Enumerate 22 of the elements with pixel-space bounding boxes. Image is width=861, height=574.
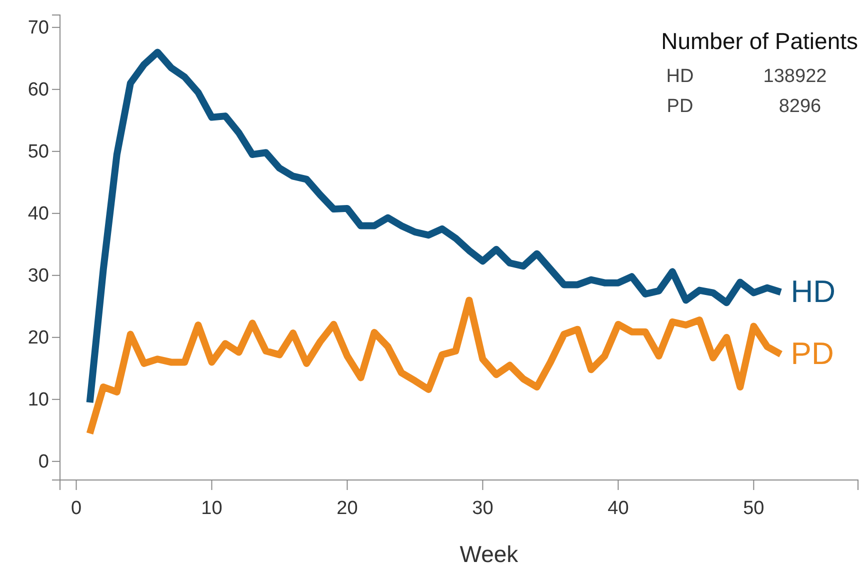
x-tick-label: 20: [336, 498, 358, 519]
y-tick-label: 50: [28, 141, 49, 162]
series-label: HD: [790, 274, 836, 310]
y-tick-label: 10: [28, 389, 49, 410]
y-tick-label: 60: [28, 79, 49, 100]
y-tick-label: 70: [28, 17, 49, 38]
x-tick-label: 10: [201, 498, 222, 519]
y-tick-label: 20: [28, 327, 49, 348]
annotation: 8296: [778, 96, 822, 117]
x-tick-label: 30: [472, 498, 494, 519]
x-tick-label: 50: [743, 498, 764, 519]
annotation: HD: [666, 66, 694, 87]
annotation: PD: [666, 96, 694, 117]
x-tick-label: 40: [608, 498, 629, 519]
y-tick-label: 0: [38, 451, 49, 472]
annotation: Number of Patients: [661, 28, 858, 54]
y-tick-label: 30: [28, 265, 49, 286]
x-tick-label: 0: [70, 498, 82, 519]
series-label: PD: [790, 336, 834, 372]
annotation: 138922: [763, 66, 827, 87]
y-tick-label: 40: [28, 203, 49, 224]
x-axis-title: Week: [460, 541, 519, 567]
